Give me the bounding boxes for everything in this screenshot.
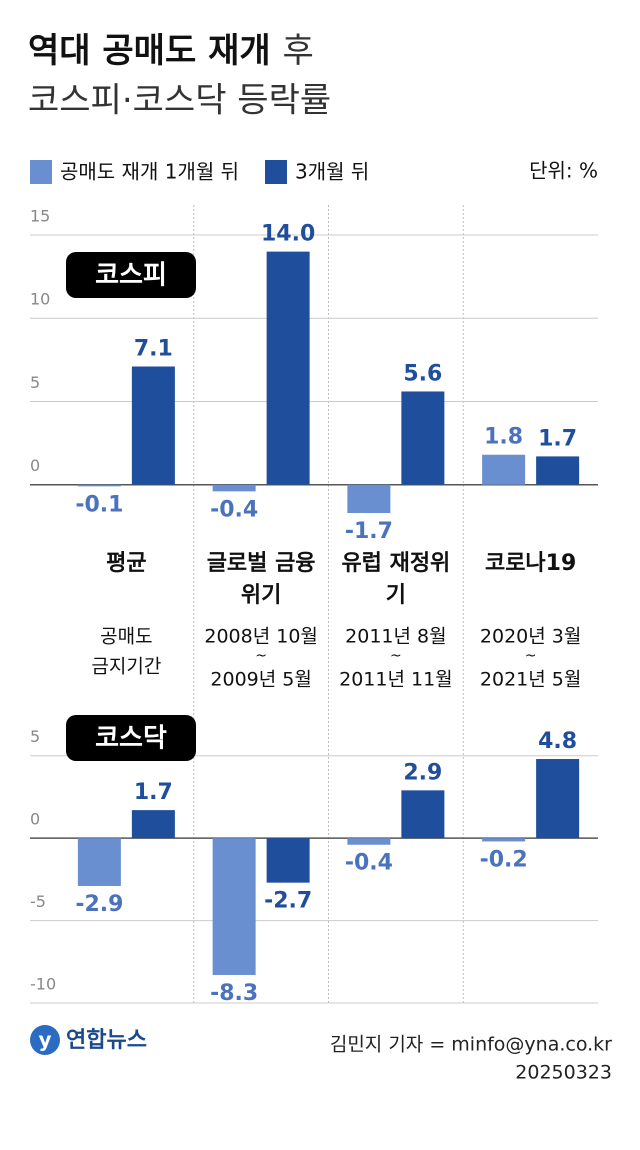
legend-label: 3개월 뒤 — [295, 160, 369, 184]
bar — [347, 838, 391, 845]
y-tick-label: 10 — [30, 290, 50, 309]
period-label: 2009년 5월 — [210, 669, 311, 691]
bar — [77, 838, 121, 886]
title: 역대 공매도 재개 후 — [28, 31, 314, 71]
value-label: -0.1 — [75, 492, 123, 517]
legend-swatch — [30, 160, 52, 184]
period-label: 2021년 5월 — [480, 669, 581, 691]
legend-label: 공매도 재개 1개월 뒤 — [60, 160, 239, 184]
y-tick-label: 5 — [30, 727, 40, 746]
logo-icon — [30, 1025, 60, 1055]
credit: 김민지 기자 = minfo@yna.co.kr — [330, 1034, 612, 1056]
panel-label: 코스피 — [95, 261, 167, 291]
value-label: 14.0 — [261, 222, 315, 247]
value-label: -0.4 — [210, 497, 258, 522]
panel-label: 코스닥 — [95, 724, 167, 754]
value-label: -1.7 — [345, 519, 393, 544]
value-label: 2.9 — [403, 760, 442, 785]
y-tick-label: -10 — [30, 975, 56, 994]
category-label: 유럽 재정위기 — [341, 551, 451, 608]
title-rest: 후 — [282, 31, 313, 71]
y-tick-label: -5 — [30, 892, 46, 911]
value-label: -2.7 — [264, 889, 312, 914]
category-label: 코로나19 — [484, 551, 577, 576]
bar — [401, 790, 445, 839]
value-label: 4.8 — [538, 729, 577, 754]
logo-mark: y — [38, 1028, 51, 1052]
y-tick-label: 0 — [30, 810, 40, 829]
bar — [482, 838, 526, 842]
bar — [536, 759, 580, 839]
bar — [77, 484, 121, 487]
category-label: 평균 — [106, 551, 147, 576]
value-label: 1.8 — [484, 425, 523, 450]
subtitle: 코스피·코스닥 등락률 — [28, 81, 331, 121]
date: 20250323 — [515, 1062, 612, 1084]
value-label: 7.1 — [134, 336, 173, 361]
period-separator: ~ — [390, 648, 402, 664]
period-label: 2011년 11월 — [339, 669, 453, 691]
logo: 연합뉴스 — [66, 1027, 147, 1053]
value-label: 1.7 — [538, 426, 577, 451]
value-label: 5.6 — [403, 361, 442, 386]
legend-swatch — [265, 160, 287, 184]
bar — [266, 838, 310, 883]
period-label: 금지기간 — [91, 656, 161, 678]
panel-badge — [66, 252, 196, 298]
title-bold: 역대 공매도 재개 — [28, 31, 271, 71]
period-label: 공매도 — [100, 626, 152, 648]
bar — [347, 484, 391, 514]
bar — [401, 391, 445, 485]
bar — [131, 366, 175, 485]
period-separator: ~ — [525, 648, 537, 664]
unit: 단위: % — [529, 159, 598, 183]
period-label: 2020년 3월 — [480, 626, 581, 648]
panel-badge — [66, 715, 196, 761]
category-label: 글로벌 금융위기 — [206, 551, 316, 608]
value-label: -0.4 — [345, 851, 393, 876]
bar — [212, 838, 256, 975]
y-tick-label: 5 — [30, 373, 40, 392]
bar — [266, 251, 310, 485]
value-label: -0.2 — [480, 847, 528, 872]
period-label: 2011년 8월 — [345, 626, 446, 648]
value-label: 1.7 — [134, 780, 173, 805]
bar — [536, 456, 580, 485]
y-tick-label: 15 — [30, 206, 50, 225]
period-label: 2008년 10월 — [204, 626, 318, 648]
bar — [131, 810, 175, 839]
value-label: -8.3 — [210, 981, 258, 1006]
bar — [482, 454, 526, 485]
period-separator: ~ — [255, 648, 267, 664]
value-label: -2.9 — [75, 892, 123, 917]
bar — [212, 484, 256, 492]
y-tick-label: 0 — [30, 456, 40, 475]
